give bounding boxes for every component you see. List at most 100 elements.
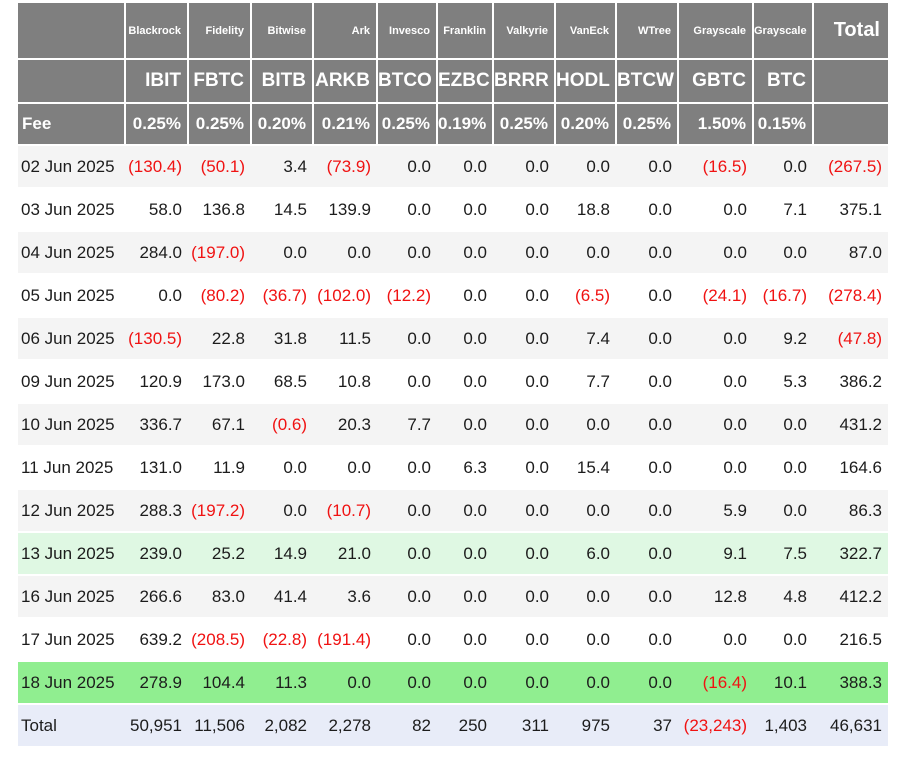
value-cell: (16.5) (678, 145, 753, 189)
value-cell: (23,243) (678, 704, 753, 748)
ticker-header: BTC (753, 59, 814, 104)
value-cell: (22.8) (251, 618, 313, 662)
value-cell: 37 (616, 704, 678, 748)
provider-row: Blackrock Fidelity Bitwise Ark Invesco Frankl… (18, 3, 888, 60)
value-cell: 0.0 (493, 618, 555, 662)
value-cell: 431.2 (813, 403, 888, 447)
table-row: 13 Jun 2025 239.0 25.2 14.9 21.0 0.0 0.0 0.0 6.0… (18, 532, 888, 576)
value-cell: 0.0 (493, 661, 555, 705)
date-cell: 10 Jun 2025 (18, 403, 125, 447)
value-cell: 9.1 (678, 532, 753, 576)
ticker-row: IBIT FBTC BITB ARKB BTCO EZBC BRRR HODL BTCW GBTC… (18, 59, 888, 104)
value-cell: 0.0 (753, 618, 813, 662)
value-cell: 5.9 (678, 489, 753, 533)
value-cell: (73.9) (313, 145, 377, 189)
table-row: 16 Jun 2025 266.6 83.0 41.4 3.6 0.0 0.0 0.0 0.0 0… (18, 575, 888, 619)
value-cell: 0.0 (678, 360, 753, 404)
value-cell: 3.4 (251, 145, 313, 189)
value-cell: 0.0 (377, 317, 437, 361)
value-cell: 0.0 (377, 145, 437, 189)
fee-value: 1.50% (678, 103, 754, 146)
table-row: 03 Jun 2025 58.0 136.8 14.5 139.9 0.0 0.0 0.0 18… (18, 188, 888, 232)
value-cell: (80.2) (188, 274, 251, 318)
value-cell: 0.0 (493, 489, 555, 533)
value-cell: 25.2 (188, 532, 251, 576)
value-cell: 4.8 (753, 575, 813, 619)
value-cell: 0.0 (313, 661, 377, 705)
provider-header: Ark (313, 3, 378, 60)
value-cell: 131.0 (125, 446, 188, 490)
value-cell: 0.0 (753, 145, 813, 189)
fee-value: 0.21% (313, 103, 378, 146)
value-cell: (197.0) (188, 231, 251, 275)
value-cell: 0.0 (251, 446, 313, 490)
value-cell: 0.0 (555, 661, 616, 705)
value-cell: 250 (437, 704, 493, 748)
fee-value: 0.25% (616, 103, 679, 146)
value-cell: 412.2 (813, 575, 888, 619)
date-cell: 04 Jun 2025 (18, 231, 125, 275)
value-cell: 0.0 (437, 403, 493, 447)
value-cell: 0.0 (377, 489, 437, 533)
value-cell: 0.0 (678, 231, 753, 275)
value-cell: 41.4 (251, 575, 313, 619)
date-cell: 03 Jun 2025 (18, 188, 125, 232)
value-cell: 173.0 (188, 360, 251, 404)
value-cell: (16.7) (753, 274, 813, 318)
provider-header: Grayscale (678, 3, 754, 60)
value-cell: 14.5 (251, 188, 313, 232)
value-cell: 104.4 (188, 661, 251, 705)
value-cell: (10.7) (313, 489, 377, 533)
value-cell: 0.0 (493, 231, 555, 275)
value-cell: 0.0 (437, 274, 493, 318)
value-cell: 0.0 (493, 360, 555, 404)
fee-value: 0.25% (377, 103, 438, 146)
date-cell: 12 Jun 2025 (18, 489, 125, 533)
table-row: 05 Jun 2025 0.0 (80.2) (36.7) (102.0) (12.2) 0… (18, 274, 888, 318)
value-cell: 0.0 (616, 575, 678, 619)
fee-value (813, 103, 888, 146)
value-cell: 0.0 (493, 575, 555, 619)
date-cell: 16 Jun 2025 (18, 575, 125, 619)
value-cell: 136.8 (188, 188, 251, 232)
value-cell: 0.0 (437, 618, 493, 662)
value-cell: 68.5 (251, 360, 313, 404)
value-cell: 386.2 (813, 360, 888, 404)
value-cell: 11.9 (188, 446, 251, 490)
value-cell: 0.0 (437, 532, 493, 576)
value-cell: 0.0 (555, 618, 616, 662)
value-cell: (24.1) (678, 274, 753, 318)
ticker-header (813, 59, 888, 104)
provider-header: Blackrock (125, 3, 189, 60)
total-label: Total (18, 704, 125, 748)
provider-header: Fidelity (188, 3, 252, 60)
value-cell: 139.9 (313, 188, 377, 232)
value-cell: 10.8 (313, 360, 377, 404)
value-cell: 0.0 (678, 188, 753, 232)
table-row: 10 Jun 2025 336.7 67.1 (0.6) 20.3 7.7 0.0 0.0 0.… (18, 403, 888, 447)
value-cell: 0.0 (251, 231, 313, 275)
value-cell: 0.0 (678, 618, 753, 662)
value-cell: 0.0 (313, 231, 377, 275)
date-cell: 06 Jun 2025 (18, 317, 125, 361)
date-cell: 09 Jun 2025 (18, 360, 125, 404)
ticker-header: BITB (251, 59, 314, 104)
provider-header: Bitwise (251, 3, 314, 60)
fee-value: 0.19% (437, 103, 494, 146)
value-cell: 6.3 (437, 446, 493, 490)
value-cell: 0.0 (313, 446, 377, 490)
value-cell: (278.4) (813, 274, 888, 318)
value-cell: (47.8) (813, 317, 888, 361)
value-cell: 388.3 (813, 661, 888, 705)
value-cell: 0.0 (493, 317, 555, 361)
table-row: 11 Jun 2025 131.0 11.9 0.0 0.0 0.0 6.3 0.0 15.4 0… (18, 446, 888, 490)
ticker-header: BTCO (377, 59, 438, 104)
ticker-header: GBTC (678, 59, 754, 104)
ticker-header: IBIT (125, 59, 189, 104)
value-cell: (267.5) (813, 145, 888, 189)
value-cell: 0.0 (437, 575, 493, 619)
value-cell: 14.9 (251, 532, 313, 576)
fee-value: 0.15% (753, 103, 814, 146)
value-cell: 0.0 (377, 446, 437, 490)
